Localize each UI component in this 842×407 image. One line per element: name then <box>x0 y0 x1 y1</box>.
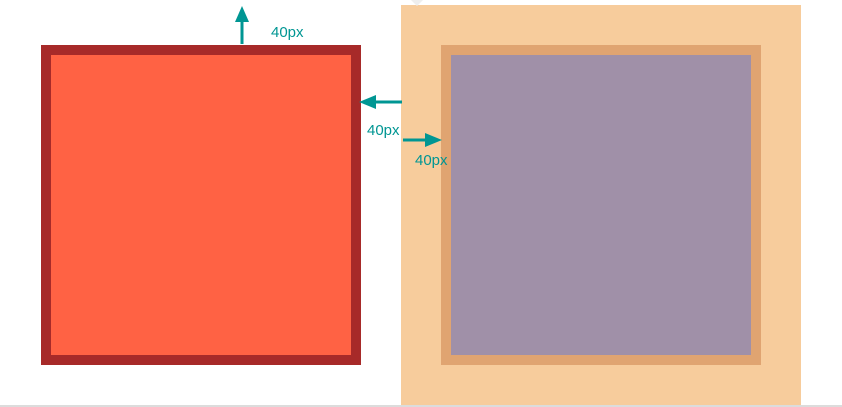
arrow-right-icon <box>403 133 442 147</box>
purple-box-content <box>451 55 751 355</box>
tooltip-tail-shape <box>411 0 423 6</box>
arrow-left-icon <box>359 95 402 109</box>
red-box <box>41 45 361 365</box>
gap-margin-label: 40px <box>367 122 400 139</box>
purple-box <box>441 45 761 365</box>
red-box-content <box>51 55 351 355</box>
inner-margin-label: 40px <box>415 152 448 169</box>
arrow-up-icon <box>235 6 249 44</box>
bottom-divider <box>0 405 842 407</box>
tooltip-tail <box>411 0 423 6</box>
top-margin-label: 40px <box>271 24 304 41</box>
